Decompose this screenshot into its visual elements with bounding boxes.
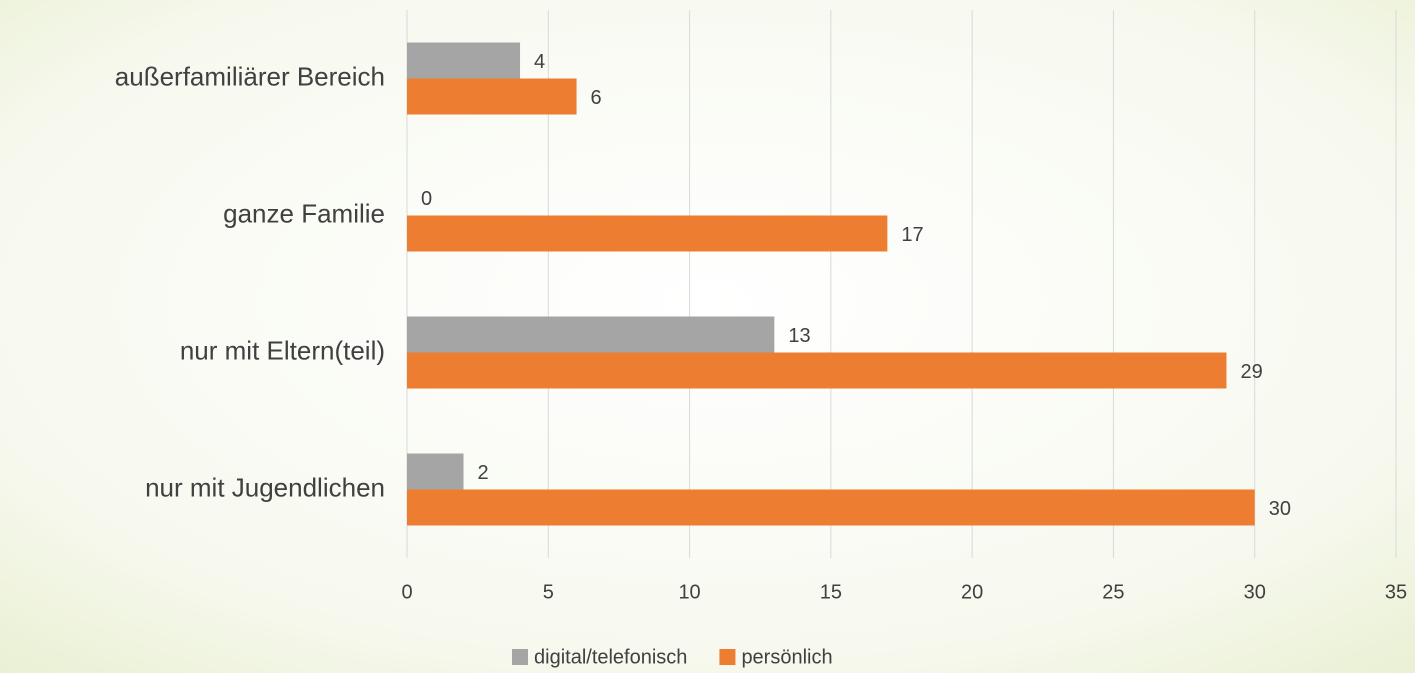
legend-label: persönlich (741, 646, 832, 668)
value-label: 6 (591, 87, 602, 109)
x-tick-label: 25 (1102, 581, 1124, 603)
category-label: außerfamiliärer Bereich (115, 61, 385, 91)
value-label: 4 (534, 51, 545, 73)
bar (407, 215, 888, 252)
value-label: 29 (1240, 361, 1262, 383)
x-tick-label: 30 (1244, 581, 1266, 603)
x-tick-label: 35 (1385, 581, 1407, 603)
bar (407, 352, 1227, 389)
x-tick-label: 0 (401, 581, 412, 603)
legend-swatch (512, 649, 528, 665)
bar (407, 453, 464, 490)
x-tick-label: 15 (820, 581, 842, 603)
bar (407, 489, 1255, 526)
x-tick-label: 10 (678, 581, 700, 603)
x-tick-label: 5 (543, 581, 554, 603)
bar (407, 316, 775, 353)
category-label: nur mit Jugendlichen (145, 472, 385, 502)
bar (407, 78, 577, 115)
bar (407, 42, 521, 79)
legend-label: digital/telefonisch (534, 646, 687, 668)
x-tick-label: 20 (961, 581, 983, 603)
legend-swatch (719, 649, 736, 665)
value-label: 17 (901, 224, 923, 246)
category-label: ganze Familie (223, 198, 385, 228)
value-label: 30 (1269, 498, 1291, 520)
value-label: 2 (478, 462, 489, 484)
value-label: 0 (421, 188, 432, 210)
value-label: 13 (788, 325, 810, 347)
category-label: nur mit Eltern(teil) (180, 335, 385, 365)
